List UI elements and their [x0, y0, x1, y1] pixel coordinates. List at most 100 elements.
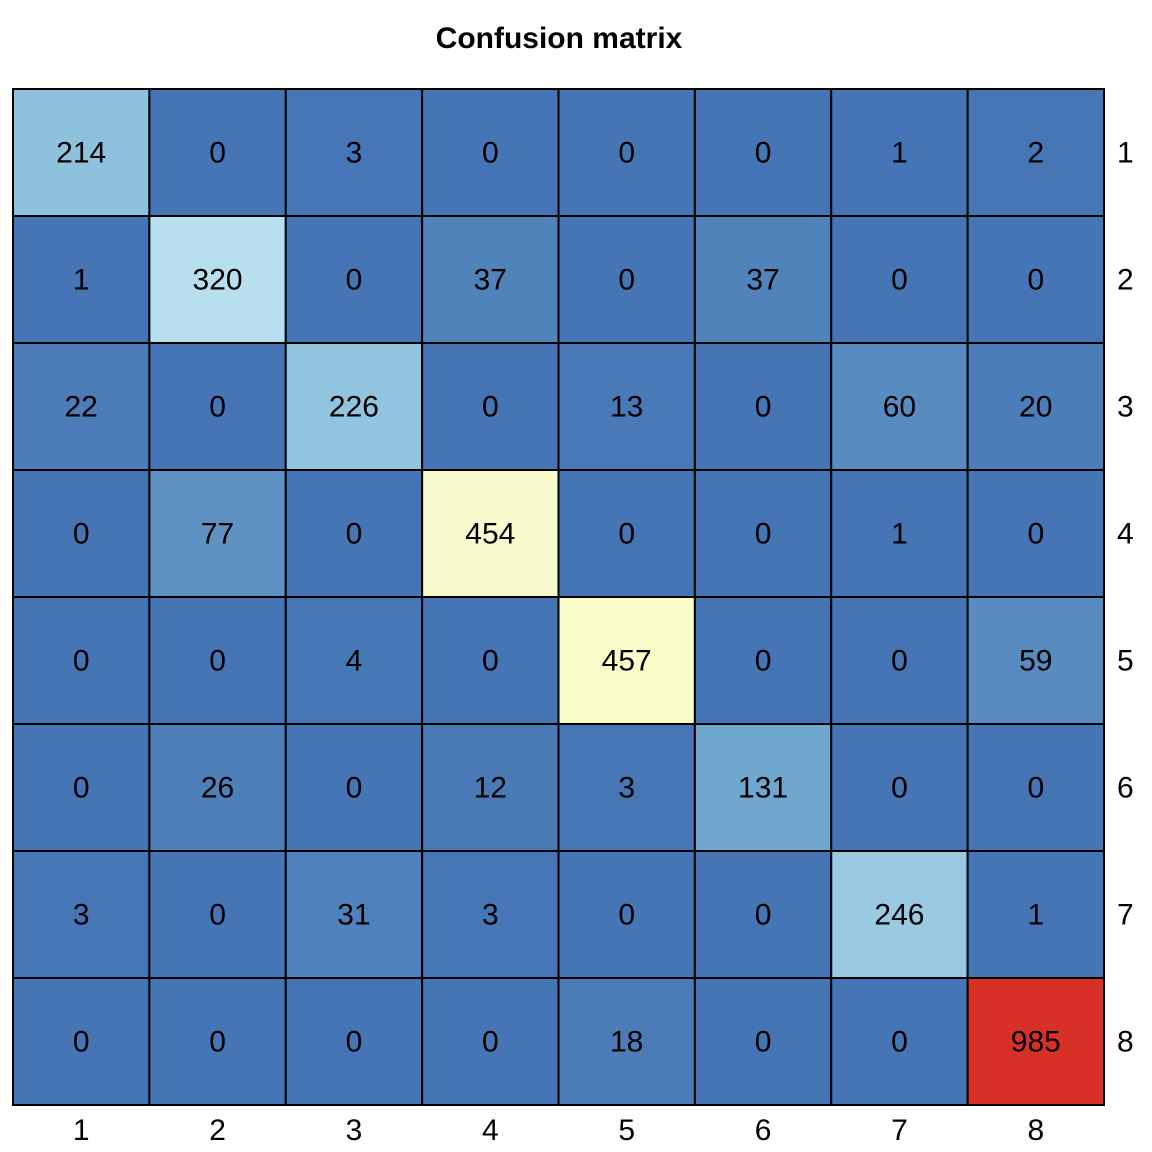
heatmap-cell-r1-c8: [966, 88, 1105, 217]
cell-value-label-r7-c4: 3: [482, 899, 499, 932]
cell-value-label-r2-c6: 37: [746, 264, 779, 297]
y-tick-label-3: 3: [1117, 391, 1134, 424]
heatmap-cell-r1-c3: [284, 88, 424, 217]
cell-value-label-r8-c3: 0: [346, 1026, 363, 1059]
cell-value-label-r4-c6: 0: [755, 518, 772, 551]
cell-value-label-r5-c8: 59: [1019, 645, 1052, 678]
heatmap-cell-r2-c6: [693, 215, 833, 344]
cell-value-label-r8-c8: 985: [1011, 1026, 1061, 1059]
heatmap-cell-r7-c3: [284, 850, 424, 979]
cell-value-label-r6-c8: 0: [1027, 772, 1044, 805]
cell-value-label-r2-c2: 320: [193, 264, 243, 297]
cell-value-labels: 214 0 3 0 0 0 1 21 320 0 37 0 37 0 022 0 226 0 13 0 60 200 77 0…: [56, 137, 1061, 1059]
cell-value-label-r6-c7: 0: [891, 772, 908, 805]
heatmap-cell-r3-c5: [557, 342, 696, 471]
cell-value-label-r4-c4: 454: [465, 518, 515, 551]
heatmap-cell-r4-c5: [557, 469, 696, 598]
cell-value-label-r4-c5: 0: [618, 518, 635, 551]
heatmap-cell-r8-c5: [557, 977, 696, 1106]
y-tick-label-5: 5: [1117, 645, 1134, 678]
cell-value-label-r8-c5: 18: [610, 1026, 643, 1059]
heatmap-cell-r5-c8: [966, 596, 1105, 725]
cell-value-label-r7-c2: 0: [209, 899, 226, 932]
heatmap-cell-r6-c6: [693, 723, 833, 852]
cell-value-label-r1-c2: 0: [209, 137, 226, 170]
heatmap-cell-r5-c6: [693, 596, 833, 725]
heatmap-cell-r6-c2: [148, 723, 287, 852]
cell-value-label-r4-c3: 0: [346, 518, 363, 551]
heatmap-cell-r3-c1: [12, 342, 151, 471]
cell-value-label-r4-c8: 0: [1027, 518, 1044, 551]
heatmap-cell-r2-c8: [966, 215, 1105, 344]
heatmap-cell-r8-c2: [148, 977, 287, 1106]
heatmap-cells: [12, 88, 1105, 1106]
cell-value-label-r5-c2: 0: [209, 645, 226, 678]
heatmap-cell-r6-c5: [557, 723, 696, 852]
cell-value-label-r8-c7: 0: [891, 1026, 908, 1059]
cell-value-label-r3-c5: 13: [610, 391, 643, 424]
heatmap-cell-r8-c4: [421, 977, 560, 1106]
cell-value-label-r1-c5: 0: [618, 137, 635, 170]
cell-value-label-r6-c2: 26: [201, 772, 234, 805]
cell-value-label-r1-c4: 0: [482, 137, 499, 170]
cell-value-label-r1-c3: 3: [346, 137, 363, 170]
cell-value-label-r3-c3: 226: [329, 391, 379, 424]
cell-value-label-r4-c7: 1: [891, 518, 908, 551]
cell-value-label-r2-c5: 0: [618, 264, 635, 297]
heatmap-cell-r6-c7: [830, 723, 969, 852]
cell-value-label-r7-c7: 246: [874, 899, 924, 932]
cell-value-label-r6-c1: 0: [73, 772, 90, 805]
y-tick-label-6: 6: [1117, 772, 1134, 805]
cell-value-label-r7-c6: 0: [755, 899, 772, 932]
chart-title: Confusion matrix: [436, 22, 683, 55]
heatmap-cell-r6-c8: [966, 723, 1105, 852]
cell-value-label-r3-c6: 0: [755, 391, 772, 424]
cell-value-label-r7-c3: 31: [337, 899, 370, 932]
cell-value-label-r7-c1: 3: [73, 899, 90, 932]
heatmap-cell-r6-c3: [284, 723, 424, 852]
heatmap-cell-r4-c1: [12, 469, 151, 598]
heatmap-cell-r4-c7: [830, 469, 969, 598]
cell-value-label-r7-c8: 1: [1027, 899, 1044, 932]
heatmap-cell-r8-c1: [12, 977, 151, 1106]
heatmap-cell-r1-c6: [693, 88, 833, 217]
cell-value-label-r1-c1: 214: [56, 137, 106, 170]
cell-value-label-r5-c4: 0: [482, 645, 499, 678]
cell-value-label-r3-c7: 60: [883, 391, 916, 424]
heatmap-cell-r5-c7: [830, 596, 969, 725]
cell-value-label-r2-c1: 1: [73, 264, 90, 297]
cell-value-label-r4-c1: 0: [73, 518, 90, 551]
x-tick-label-7: 7: [891, 1114, 908, 1147]
y-axis-tick-labels: 1 2 3 4 5 6 7 8: [1117, 137, 1134, 1059]
cell-value-label-r8-c4: 0: [482, 1026, 499, 1059]
cell-value-label-r3-c8: 20: [1019, 391, 1052, 424]
cell-value-label-r8-c6: 0: [755, 1026, 772, 1059]
cell-value-label-r1-c6: 0: [755, 137, 772, 170]
heatmap-cell-r2-c4: [421, 215, 560, 344]
cell-value-label-r2-c4: 37: [474, 264, 507, 297]
heatmap-cell-r7-c7: [830, 850, 969, 979]
heatmap-cell-r3-c2: [148, 342, 287, 471]
heatmap-cell-r3-c7: [830, 342, 969, 471]
cell-value-label-r2-c7: 0: [891, 264, 908, 297]
cell-value-label-r4-c2: 77: [201, 518, 234, 551]
x-tick-label-3: 3: [346, 1114, 363, 1147]
x-axis-tick-labels: 1 2 3 4 5 6 7 8: [73, 1114, 1044, 1147]
heatmap-cell-r5-c5: [557, 596, 696, 725]
heatmap-cell-r4-c3: [284, 469, 424, 598]
heatmap-cell-r3-c3: [284, 342, 424, 471]
cell-value-label-r5-c6: 0: [755, 645, 772, 678]
cell-value-label-r5-c5: 457: [602, 645, 652, 678]
cell-value-label-r8-c2: 0: [209, 1026, 226, 1059]
cell-value-label-r1-c8: 2: [1027, 137, 1044, 170]
heatmap-cell-r7-c5: [557, 850, 696, 979]
y-tick-label-2: 2: [1117, 264, 1134, 297]
cell-value-label-r5-c7: 0: [891, 645, 908, 678]
cell-value-label-r6-c6: 131: [738, 772, 788, 805]
heatmap-cell-r5-c4: [421, 596, 560, 725]
cell-value-label-r6-c3: 0: [346, 772, 363, 805]
y-tick-label-7: 7: [1117, 899, 1134, 932]
cell-value-label-r1-c7: 1: [891, 137, 908, 170]
heatmap-cell-r7-c8: [966, 850, 1105, 979]
heatmap-cell-r1-c4: [421, 88, 560, 217]
